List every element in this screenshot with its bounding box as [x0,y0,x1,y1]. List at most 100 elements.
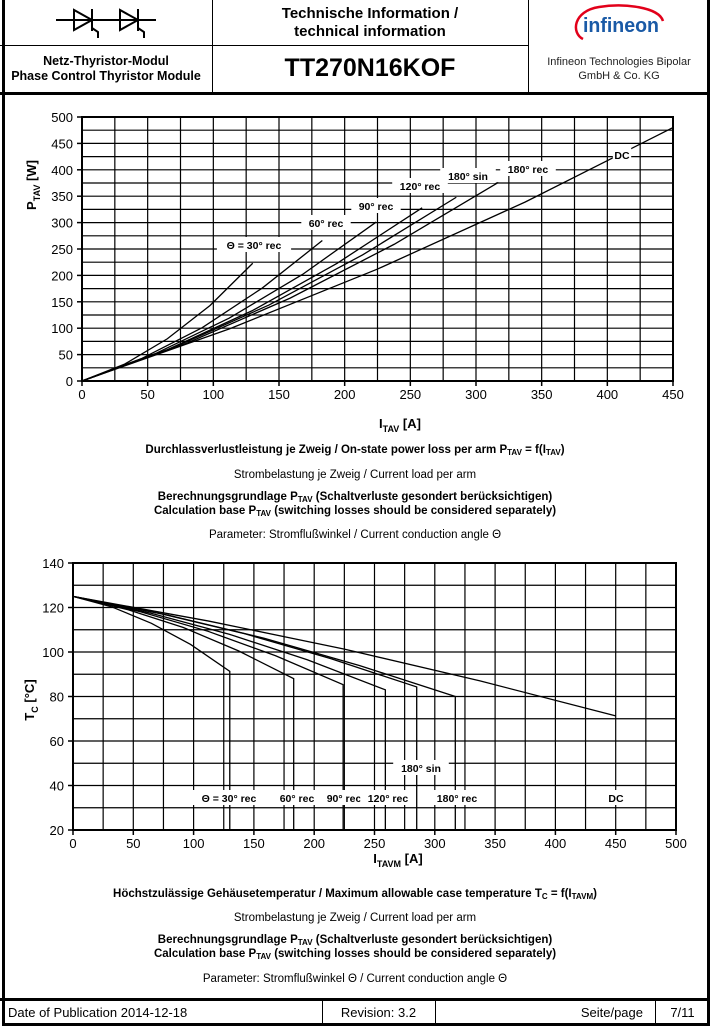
company-line-1: Infineon Technologies Bipolar [547,55,691,68]
chart1-x-tick-label: 100 [202,387,224,402]
chart1-x-tick-label: 150 [268,387,290,402]
chart2-calc-en: Calculation base PTAV (switching losses … [153,948,557,961]
chart1-series-line [81,126,674,382]
chart1-series-label-bg [440,168,496,183]
chart1-y-tick-label: 400 [51,163,73,178]
chart2-series-label-bg [191,790,267,805]
chart1-x-tick-label: 300 [465,387,487,402]
chart1-series-label: Θ = 30° rec [227,240,282,252]
chart2-y-axis-label: TC [°C] [22,679,40,720]
chart2-series-line [72,595,616,717]
chart1-series-label: 120° rec [400,181,441,193]
chart1-x-tick-label: 350 [531,387,553,402]
chart2-series-line [72,595,231,830]
chart1-y-tick-label: 0 [66,374,73,389]
chart2-x-tick-label: 500 [665,836,687,851]
chart2-y-tick-label: 100 [42,645,64,660]
header: Netz-Thyristor-Modul Phase Control Thyri… [0,0,710,95]
chart2-series-line [72,595,387,830]
chart1-series-label-bg [392,178,448,193]
chart1-y-tick-label: 150 [51,295,73,310]
chart2-x-tick-label: 400 [545,836,567,851]
chart1-y-tick-label: 100 [51,321,73,336]
chart2-series-label: Θ = 30° rec [202,793,257,805]
chart1-calc-en: Calculation base PTAV (switching losses … [153,505,557,518]
chart2-x-tick-label: 50 [126,836,140,851]
chart1-series-label: 180° rec [508,164,549,176]
module-type: Netz-Thyristor-Modul Phase Control Thyri… [0,45,212,92]
case-temperature-chart: 0 50 100 150 200 250 300 350 400 450 500 20 40 60 80 10… [22,556,687,869]
chart1-series-label: DC [614,150,630,162]
chart2-series-label-bg [319,790,369,805]
chart2-y-tick-label: 40 [50,779,64,794]
chart2-x-tick-label: 250 [364,836,386,851]
chart1-x-tick-label: 250 [399,387,421,402]
tech-info-de: Technische Information / [281,4,459,22]
publication-date: Date of Publication 2014-12-18 [8,1005,188,1020]
chart2-y-tick-label: 140 [42,556,64,571]
chart1-y-tick-label: 300 [51,216,73,231]
chart1-y-axis-label: PTAV [W] [24,160,42,210]
chart1-title: Durchlassverlustleistung je Zweig / On-s… [145,444,565,457]
chart1-series-label: 90° rec [359,201,394,213]
chart2-title: Höchstzulässige Gehäusetemperatur / Maxi… [113,888,597,901]
chart2-x-axis-label: ITAVM [A] [373,851,422,869]
chart1-series-label-bg [351,198,401,213]
chart1-y-tick-label: 200 [51,268,73,283]
chart2-y-tick-label: 80 [50,690,64,705]
company-name: Infineon Technologies Bipolar GmbH & Co.… [528,45,710,92]
chart2-x-tick-label: 200 [303,836,325,851]
chart2-series-label-bg [393,760,449,775]
chart1-calc-de: Berechnungsgrundlage PTAV (Schaltverlust… [157,491,553,504]
chart2-series-line [72,595,295,830]
chart2-series-line [72,595,456,830]
chart1-x-tick-label: 50 [140,387,154,402]
chart2-series-label-bg [606,790,626,805]
page-label: Seite/page [580,1005,643,1020]
chart2-series-label: 120° rec [368,793,409,805]
revision: Revision: 3.2 [340,1005,417,1020]
chart2-series-label: 180° rec [437,793,478,805]
chart1-x-tick-label: 200 [334,387,356,402]
chart2-x-tick-label: 300 [424,836,446,851]
chart2-y-tick-label: 120 [42,601,64,616]
chart1-y-tick-label: 450 [51,136,73,151]
chart2-series-label: 60° rec [280,793,315,805]
chart2-x-tick-label: 350 [484,836,506,851]
company-line-2: GmbH & Co. KG [578,69,660,82]
chart1-y-tick-label: 350 [51,189,73,204]
footer: Date of Publication 2014-12-18 Revision:… [0,998,710,1024]
infineon-logo: infineon [528,0,710,45]
chart1-load: Strombelastung je Zweig / Current load p… [233,469,477,481]
chart2-series-label: 180° sin [401,763,441,775]
chart1-y-tick-label: 250 [51,242,73,257]
chart1-y-tick-label: 50 [59,348,73,363]
chart1-series-label-bg [612,147,632,162]
chart1-series-label-bg [301,215,351,230]
svg-text:infineon: infineon [583,15,659,37]
chart1-x-tick-label: 0 [78,387,85,402]
chart2-y-tick-label: 60 [50,734,64,749]
chart1-series-label: 60° rec [309,218,344,230]
chart2-x-tick-label: 450 [605,836,627,851]
chart2-y-tick-label: 20 [50,823,64,838]
technical-information-title: Technische Information / technical infor… [212,0,528,45]
chart2-series-label-bg [429,790,485,805]
power-loss-chart: 0 50 100 150 200 250 300 350 400 450 0 50 100 150 200 2… [24,110,684,434]
chart1-series-label: 180° sin [448,171,488,183]
thyristor-symbol-icon [0,0,212,45]
chart2-series-label: 90° rec [327,793,362,805]
chart2-calc-de: Berechnungsgrundlage PTAV (Schaltverlust… [157,934,553,947]
chart2-parameter: Parameter: Stromflußwinkel Θ / Current c… [202,973,508,985]
chart1-series-label-bg [216,237,292,252]
chart2-series-label-bg [272,790,322,805]
chart2-x-tick-label: 0 [69,836,76,851]
part-number: TT270N16KOF [284,54,456,82]
chart1-y-tick-label: 500 [51,110,73,125]
chart2-series-label: DC [608,793,624,805]
module-type-en: Phase Control Thyristor Module [11,68,201,83]
chart2-x-tick-label: 100 [183,836,205,851]
chart1-parameter: Parameter: Stromflußwinkel / Current con… [208,529,502,541]
chart2-x-tick-label: 150 [243,836,265,851]
